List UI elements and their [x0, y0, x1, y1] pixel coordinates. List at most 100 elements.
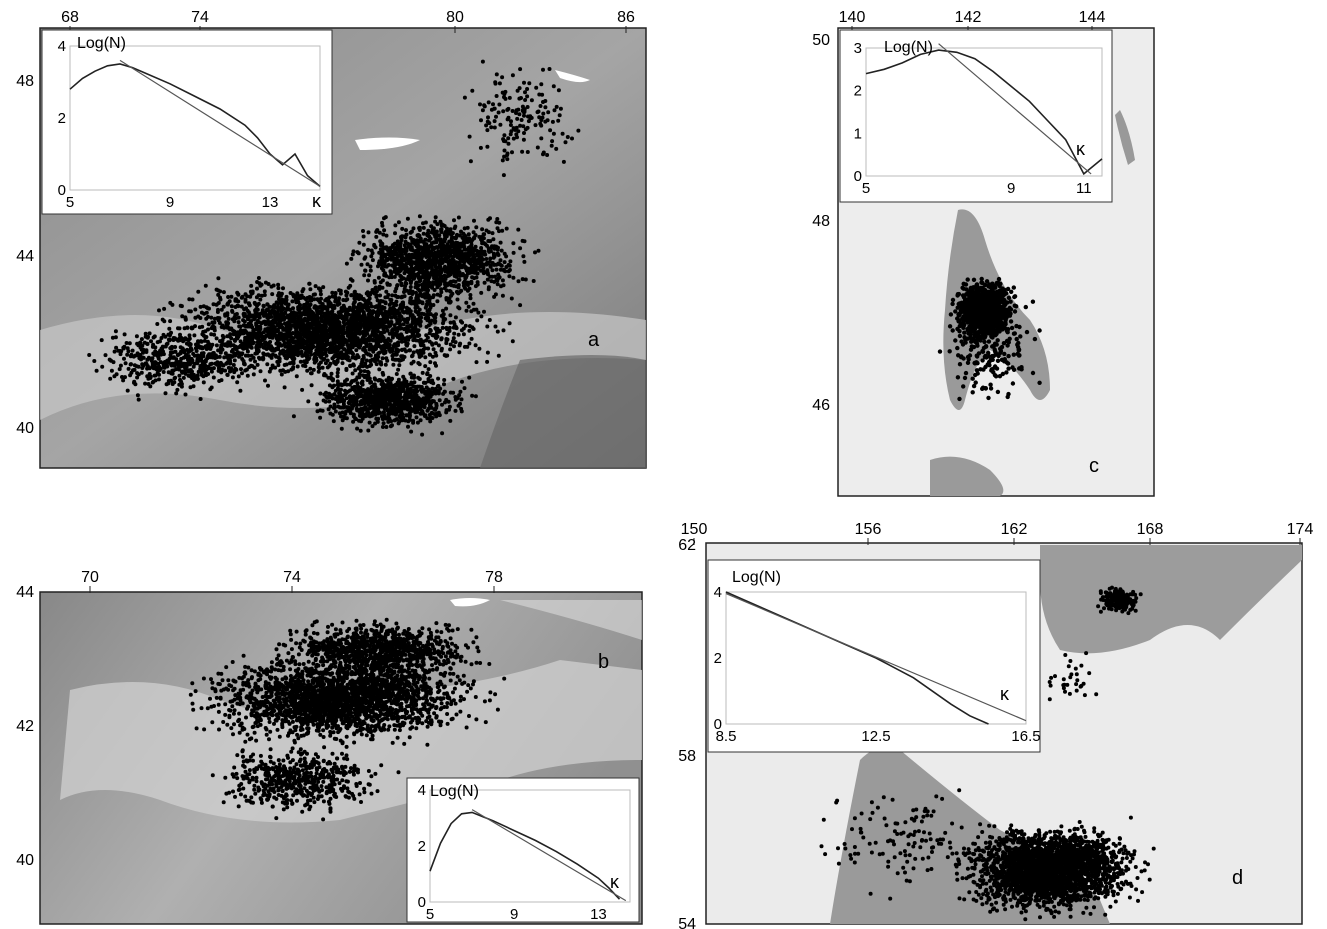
- epicenter-dot: [393, 231, 397, 236]
- epicenter-dot: [233, 338, 237, 343]
- epicenter-dot: [284, 297, 289, 302]
- epicenter-dot: [378, 293, 383, 298]
- epicenter-dot: [294, 320, 299, 325]
- epicenter-dot: [472, 276, 477, 281]
- epicenter-dot: [340, 356, 345, 361]
- epicenter-dot: [263, 378, 267, 383]
- epicenter-dot: [211, 324, 215, 329]
- epicenter-dot: [431, 229, 436, 233]
- epicenter-dot: [315, 311, 320, 316]
- epicenter-dot: [248, 357, 253, 362]
- epicenter-dot: [494, 267, 499, 272]
- epicenter-dot: [238, 351, 243, 356]
- epicenter-dot: [425, 335, 430, 340]
- epicenter-dot: [407, 252, 412, 257]
- epicenter-dot: [125, 352, 130, 357]
- epicenter-dot: [251, 372, 256, 377]
- epicenter-dot: [391, 306, 395, 311]
- epicenter-dot: [345, 290, 350, 295]
- epicenter-dot: [379, 389, 384, 394]
- epicenter-dot: [428, 302, 433, 306]
- epicenter-dot: [283, 336, 288, 341]
- epicenter-dot: [448, 347, 453, 352]
- epicenter-dot: [223, 312, 228, 317]
- epicenter-dot: [285, 321, 290, 325]
- epicenter-dot: [274, 341, 279, 346]
- epicenter-dot: [330, 384, 335, 389]
- epicenter-dot: [444, 244, 449, 249]
- epicenter-dot: [225, 373, 230, 377]
- epicenter-dot: [192, 333, 197, 338]
- epicenter-dot: [393, 311, 398, 316]
- epicenter-dot: [380, 285, 385, 290]
- epicenter-dot: [456, 277, 461, 282]
- epicenter-dot: [240, 357, 245, 361]
- epicenter-dot: [395, 261, 400, 266]
- epicenter-dot: [405, 317, 410, 322]
- epicenter-dot: [269, 344, 273, 349]
- epicenter-dot: [457, 350, 462, 355]
- epicenter-dot: [235, 290, 240, 295]
- epicenter-dot: [336, 302, 340, 307]
- epicenter-dot: [416, 276, 421, 280]
- epicenter-dot: [482, 309, 486, 314]
- epicenter-dot: [326, 342, 331, 346]
- epicenter-dot: [352, 300, 357, 305]
- epicenter-dot: [448, 320, 453, 325]
- epicenter-dot: [199, 310, 204, 315]
- epicenter-dot: [458, 319, 463, 324]
- epicenter-dot: [122, 332, 127, 337]
- epicenter-dot: [369, 362, 374, 367]
- epicenter-dot: [374, 341, 379, 346]
- epicenter-dot: [497, 229, 501, 234]
- epicenter-dot: [410, 313, 415, 318]
- epicenter-dot: [400, 354, 405, 359]
- epicenter-dot: [374, 310, 379, 315]
- epicenter-dot: [413, 318, 418, 322]
- epicenter-dot: [368, 358, 373, 363]
- epicenter-dot: [497, 275, 502, 280]
- epicenter-dot: [448, 313, 453, 318]
- epicenter-dot: [309, 341, 314, 346]
- epicenter-dot: [356, 331, 361, 335]
- epicenter-dot: [294, 325, 299, 330]
- epicenter-dot: [392, 343, 397, 348]
- epicenter-dot: [291, 361, 296, 366]
- epicenter-dot: [430, 378, 435, 383]
- epicenter-dot: [417, 354, 422, 359]
- epicenter-dot: [369, 290, 374, 295]
- epicenter-dot: [407, 348, 412, 353]
- epicenter-dot: [214, 336, 219, 341]
- epicenter-dot: [277, 318, 282, 323]
- epicenter-dot: [425, 371, 430, 376]
- epicenter-dot: [245, 308, 250, 313]
- epicenter-dot: [336, 298, 341, 303]
- epicenter-dot: [316, 341, 321, 346]
- epicenter-dot: [390, 376, 394, 381]
- epicenter-dot: [486, 239, 491, 243]
- epicenter-dot: [383, 309, 388, 314]
- epicenter-dot: [359, 369, 363, 374]
- epicenter-dot: [452, 226, 457, 231]
- epicenter-dot: [367, 420, 372, 425]
- epicenter-dot: [273, 315, 278, 319]
- epicenter-dot: [258, 297, 263, 302]
- epicenter-dot: [232, 358, 237, 363]
- epicenter-dot: [228, 343, 233, 348]
- epicenter-dot: [294, 332, 299, 336]
- epicenter-dot: [417, 384, 422, 389]
- epicenter-dot: [448, 272, 453, 277]
- epicenter-dot: [417, 214, 422, 219]
- epicenter-dot: [373, 385, 378, 390]
- epicenter-dot: [490, 231, 495, 236]
- epicenter-dot: [336, 310, 341, 315]
- epicenter-dot: [358, 341, 363, 346]
- epicenter-dot: [300, 289, 305, 294]
- epicenter-dot: [280, 325, 285, 330]
- epicenter-dot: [500, 293, 505, 298]
- epicenter-dot: [356, 366, 361, 371]
- epicenter-dot: [371, 398, 376, 403]
- epicenter-dot: [113, 329, 118, 334]
- epicenter-dot: [531, 279, 536, 283]
